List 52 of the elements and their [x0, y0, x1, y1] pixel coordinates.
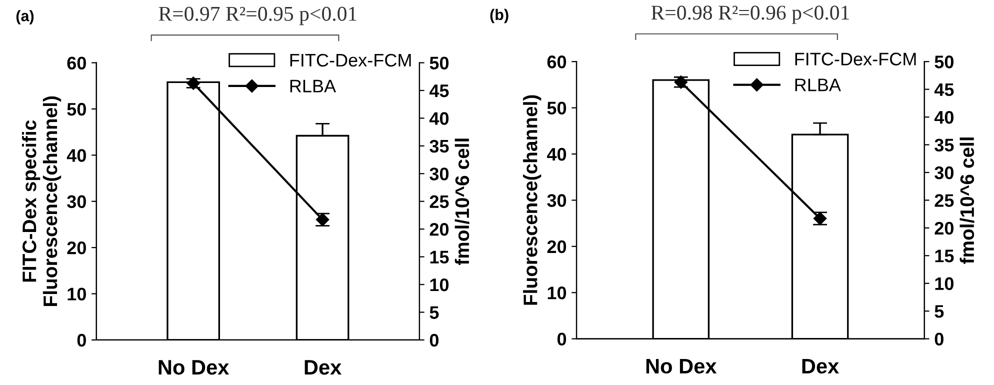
y2-tick-label: 10 [430, 278, 449, 292]
y2-tick-label: 15 [430, 250, 449, 264]
y2-tick-label: 5 [430, 306, 439, 319]
y-tick-label: 10 [68, 288, 86, 300]
x-tick-label: No Dex [158, 360, 230, 375]
y-axis-title: Fluorescence(channel) [523, 95, 542, 305]
y2-tick-label: 35 [934, 138, 954, 152]
y-axis-title: FITC-Dex specific Fluorescence(channel) [22, 96, 62, 306]
y2-tick-label: 10 [935, 277, 954, 290]
y-tick-label: 60 [547, 56, 566, 68]
y-tick-label: 20 [67, 241, 86, 254]
x-tick-label: Dex [304, 360, 342, 375]
text: R=0.98 R²=0.96 p<0.01 [651, 6, 849, 24]
y-tick-label: 40 [546, 148, 566, 161]
y-tick-label: 10 [548, 286, 566, 300]
y2-tick-label: 45 [429, 84, 449, 98]
chart-title: (a) [16, 10, 34, 24]
y-tick-label: 50 [67, 102, 86, 116]
legend-label: RLBA [795, 78, 841, 92]
y2-tick-label: 50 [934, 56, 954, 68]
y-tick-label: 20 [547, 240, 566, 254]
y-tick-label: 30 [547, 194, 566, 207]
y2-tick-label: 0 [934, 332, 944, 346]
legend-label: RLBA [290, 80, 336, 92]
y2-axis-title: fmol/10^6 cell [960, 138, 974, 264]
legend-label: FITC-Dex-FCM [290, 54, 411, 67]
y2-tick-label: 45 [934, 83, 954, 96]
y-tick-label: 0 [77, 334, 86, 347]
y2-tick-label: 30 [934, 166, 954, 180]
y2-tick-label: 40 [934, 110, 954, 124]
text: R=0.97 R²=0.95 p<0.01 [158, 6, 356, 26]
y2-tick-label: 20 [934, 222, 954, 235]
y2-tick-label: 15 [935, 250, 954, 262]
x-tick-label: No Dex [646, 359, 717, 374]
y2-tick-label: 30 [430, 168, 449, 180]
y-tick-label: 0 [557, 332, 566, 346]
chart-title: (b) [490, 8, 508, 24]
y2-tick-label: 35 [430, 140, 449, 153]
y-tick-label: 30 [67, 195, 86, 208]
y2-tick-label: 5 [934, 305, 944, 318]
y2-tick-label: 0 [430, 334, 438, 347]
y2-axis-title: fmol/10^6 cell [454, 138, 470, 266]
y-tick-label: 60 [67, 56, 86, 70]
y2-tick-label: 50 [430, 56, 449, 70]
y-tick-label: 50 [547, 102, 566, 115]
y2-tick-label: 40 [429, 112, 449, 125]
y2-tick-label: 20 [430, 223, 449, 236]
x-tick-label: Dex [802, 359, 840, 374]
y2-tick-label: 25 [934, 194, 954, 207]
y2-tick-label: 25 [430, 195, 449, 208]
legend-label: FITC-Dex-FCM [795, 52, 916, 66]
y-tick-label: 40 [66, 149, 86, 162]
